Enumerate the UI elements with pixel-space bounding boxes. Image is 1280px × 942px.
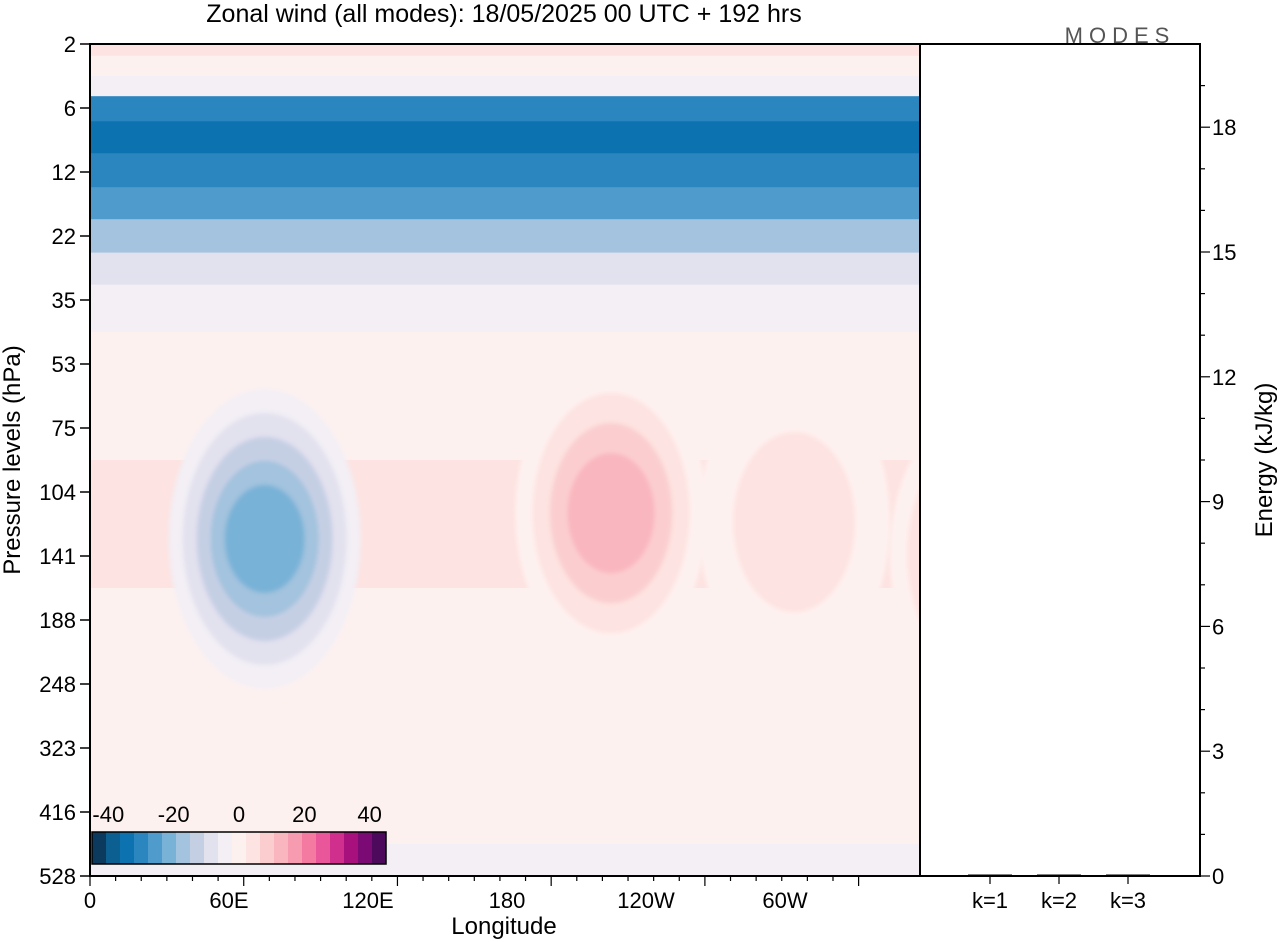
- heatmap-layer: [90, 55, 920, 77]
- colorbar-swatch: [218, 832, 233, 864]
- colorbar-frame: [91, 831, 387, 865]
- pressure-tick-label: 12: [52, 160, 76, 185]
- heatmap-field: [90, 44, 920, 876]
- colorbar-swatch: [232, 832, 247, 864]
- colorbar-swatch: [372, 832, 387, 864]
- heatmap-layer: [90, 44, 920, 57]
- colorbar-swatch: [92, 832, 107, 864]
- x-axis-label: Longitude: [451, 913, 556, 940]
- pressure-tick-label: 323: [39, 736, 76, 761]
- colorbar-swatch: [260, 832, 275, 864]
- colorbar-swatch: [274, 832, 289, 864]
- feature-contour: [733, 432, 856, 613]
- energy-tick-label: 6: [1212, 614, 1224, 639]
- heatmap-feature: [889, 445, 920, 664]
- colorbar-swatch: [246, 832, 261, 864]
- feature-contour: [567, 453, 655, 574]
- heatmap-feature: [515, 363, 708, 664]
- colorbar-swatch: [106, 832, 121, 864]
- energy-axis-label: Energy (kJ/kg): [1251, 383, 1278, 538]
- heatmap-layer: [90, 76, 920, 97]
- colorbar-swatch: [120, 832, 135, 864]
- heatmap-layer: [90, 716, 920, 781]
- colorbar-swatch: [176, 832, 191, 864]
- longitude-tick-label: 0: [84, 888, 96, 913]
- pressure-tick-label: 2: [64, 32, 76, 57]
- energy-bar: [968, 874, 1012, 876]
- colorbar: -40 -20 0 20 40: [91, 802, 387, 865]
- pressure-axis: 2 6 12 22 35 53 75 104 141 188 248 323 416 528: [39, 32, 90, 889]
- feature-contour: [224, 484, 305, 593]
- colorbar-swatch: [330, 832, 345, 864]
- pressure-tick-label: 528: [39, 864, 76, 889]
- pressure-tick-label: 141: [39, 544, 76, 569]
- pressure-tick-label: 75: [52, 416, 76, 441]
- pressure-tick-label: 104: [39, 480, 76, 505]
- energy-bar: [1037, 874, 1081, 876]
- energy-tick-label: 12: [1212, 365, 1236, 390]
- heatmap-layer: [90, 219, 920, 254]
- colorbar-swatch: [204, 832, 219, 864]
- energy-category-label: k=1: [972, 888, 1008, 913]
- pressure-tick-label: 188: [39, 608, 76, 633]
- energy-tick-label: 15: [1212, 240, 1236, 265]
- pressure-tick-label: 22: [52, 224, 76, 249]
- colorbar-tick-label: -20: [158, 802, 190, 827]
- longitude-tick-label: 120E: [342, 888, 393, 913]
- longitude-tick-label: 120W: [617, 888, 675, 913]
- pressure-tick-label: 248: [39, 672, 76, 697]
- colorbar-swatch: [134, 832, 149, 864]
- heatmap-layer: [90, 187, 920, 220]
- heatmap-layer: [90, 121, 920, 154]
- longitude-tick-label: 60E: [209, 888, 248, 913]
- energy-bars: k=1 k=2 k=3: [968, 874, 1150, 913]
- energy-bar: [1106, 874, 1150, 876]
- colorbar-swatch: [148, 832, 163, 864]
- y-axis-label: Pressure levels (hPa): [0, 345, 26, 574]
- longitude-tick-label: 60W: [762, 888, 807, 913]
- colorbar-swatch: [344, 832, 359, 864]
- heatmap-layer: [90, 252, 920, 286]
- colorbar-swatch: [288, 832, 303, 864]
- colorbar-tick-label: 40: [357, 802, 381, 827]
- energy-category-label: k=3: [1110, 888, 1146, 913]
- heatmap-layer: [90, 284, 920, 333]
- colorbar-tick-label: 20: [292, 802, 316, 827]
- energy-tick-label: 0: [1212, 864, 1224, 889]
- energy-tick-label: 18: [1212, 115, 1236, 140]
- colorbar-swatch: [302, 832, 317, 864]
- colorbar-tick-label: 0: [233, 802, 245, 827]
- pressure-tick-label: 35: [52, 288, 76, 313]
- feature-contour: [889, 445, 920, 664]
- heatmap-feature: [698, 372, 891, 673]
- longitude-tick-label: 180: [489, 888, 526, 913]
- energy-tick-label: 9: [1212, 490, 1224, 515]
- pressure-tick-label: 53: [52, 352, 76, 377]
- heatmap-layer: [90, 96, 920, 122]
- colorbar-swatch: [316, 832, 331, 864]
- pressure-tick-label: 416: [39, 800, 76, 825]
- heatmap-layer: [90, 153, 920, 188]
- longitude-axis: 0 60E 120E 180 120W 60W: [84, 876, 860, 913]
- energy-axis: 0 3 6 9 12 15 18: [1200, 84, 1236, 889]
- energy-tick-label: 3: [1212, 739, 1224, 764]
- heatmap-feature: [168, 388, 361, 689]
- energy-category-label: k=2: [1041, 888, 1077, 913]
- colorbar-swatch: [358, 832, 373, 864]
- colorbar-swatch: [190, 832, 205, 864]
- feature-contour: [907, 488, 920, 621]
- energy-panel: [919, 43, 1201, 877]
- chart-title: Zonal wind (all modes): 18/05/2025 00 UT…: [206, 0, 801, 28]
- colorbar-swatch: [162, 832, 177, 864]
- colorbar-tick-label: -40: [92, 802, 124, 827]
- pressure-tick-label: 6: [64, 96, 76, 121]
